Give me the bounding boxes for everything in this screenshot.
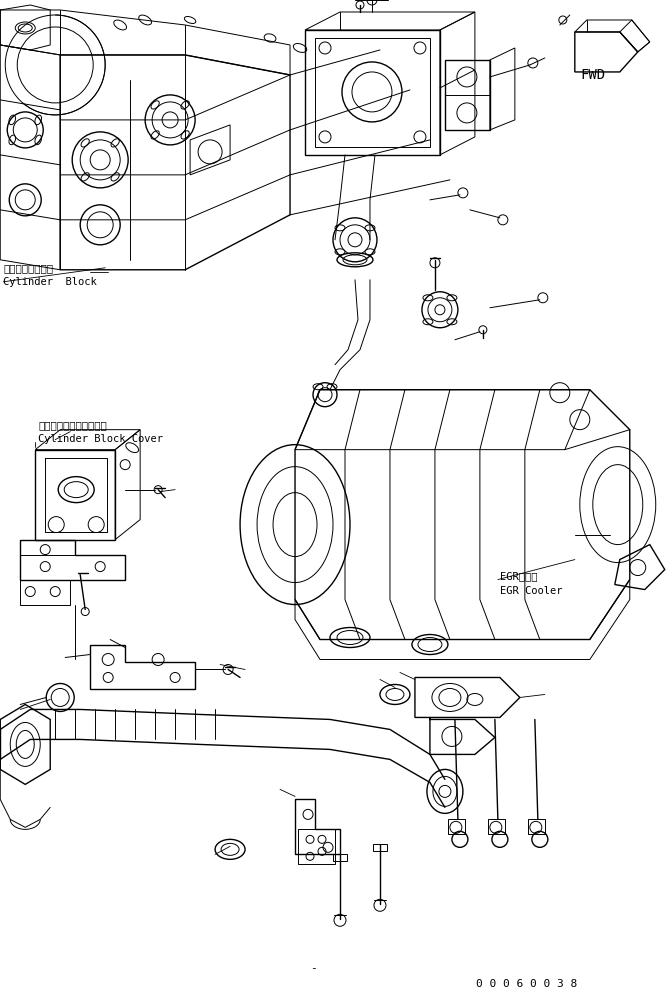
Text: Cylinder  Block: Cylinder Block	[3, 277, 97, 287]
Text: Cylinder Block Cover: Cylinder Block Cover	[38, 434, 163, 443]
Text: -: -	[310, 963, 317, 973]
Text: FWD: FWD	[581, 67, 606, 82]
Text: EGR Cooler: EGR Cooler	[500, 585, 562, 595]
Text: シリンダブロックカバー: シリンダブロックカバー	[38, 420, 107, 430]
Text: シリンダブロック: シリンダブロック	[3, 263, 53, 273]
Text: EGRクーラ: EGRクーラ	[500, 571, 537, 581]
Text: 0 0 0 6 0 0 3 8: 0 0 0 6 0 0 3 8	[476, 979, 577, 989]
